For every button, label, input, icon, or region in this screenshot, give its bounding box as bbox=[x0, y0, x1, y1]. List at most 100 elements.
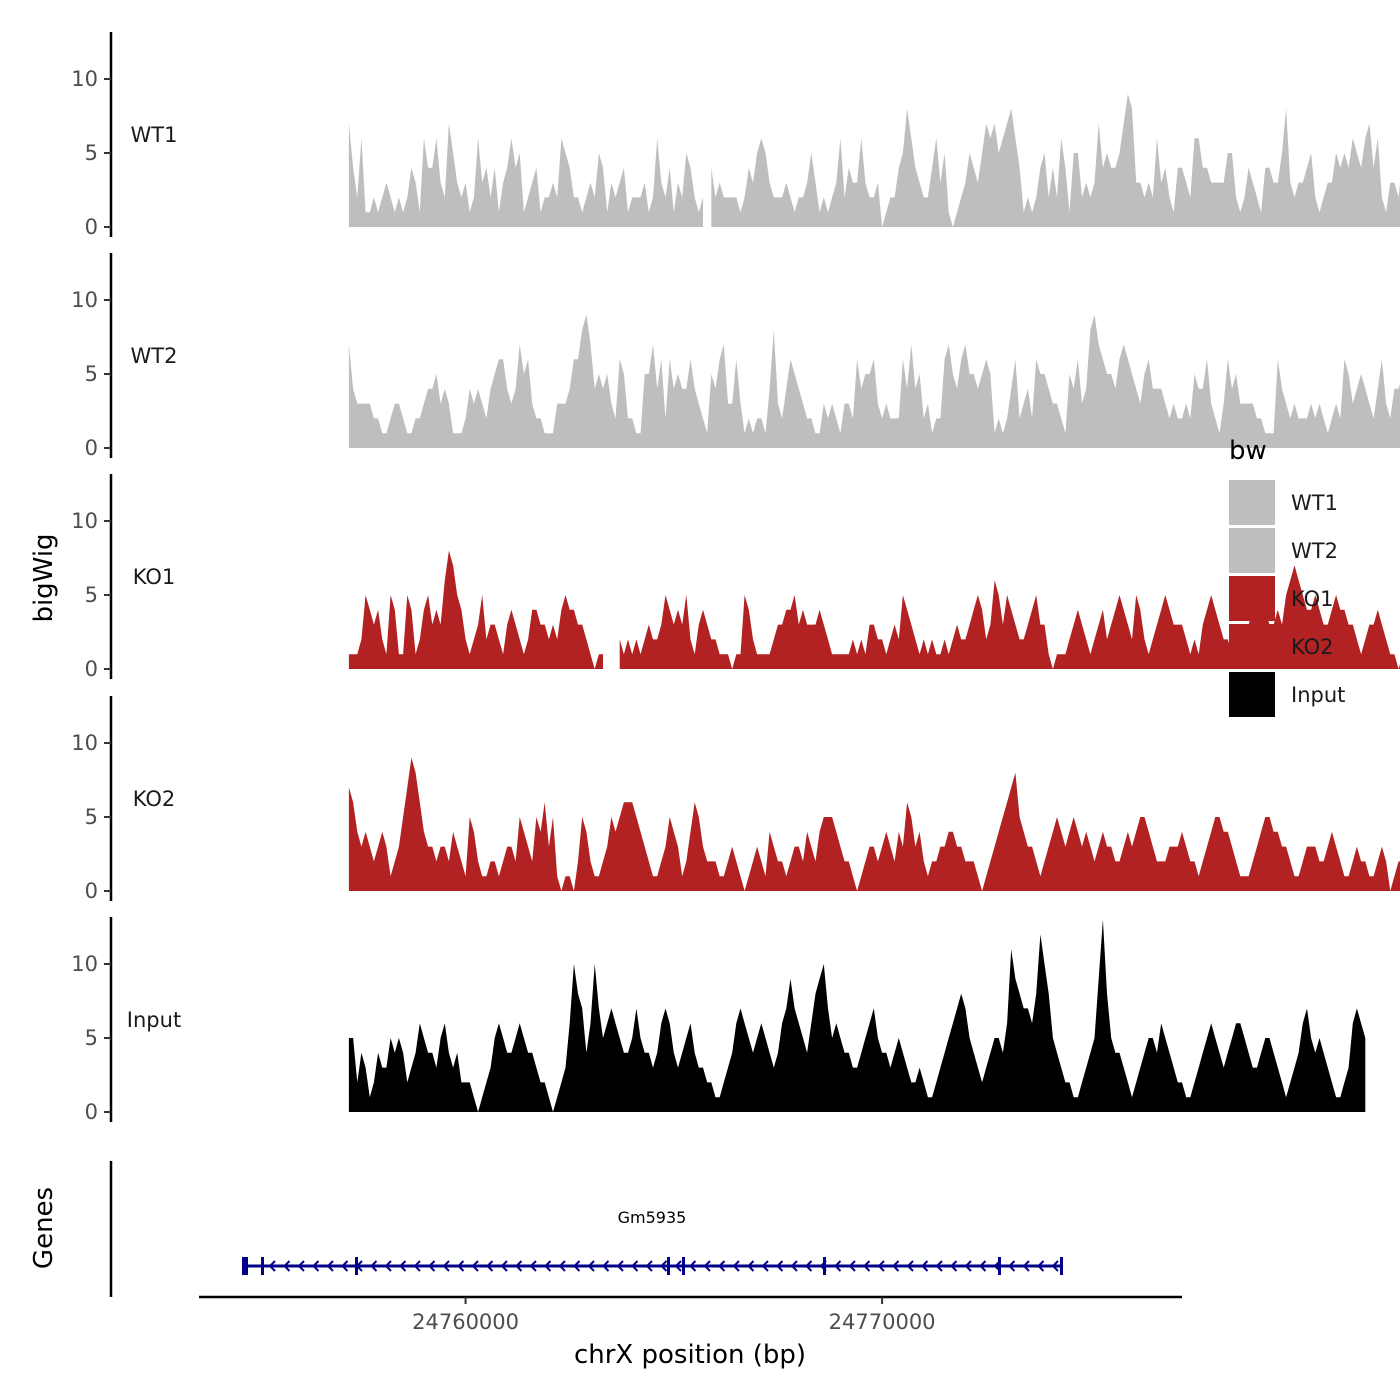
y-tick-label: 0 bbox=[85, 1100, 98, 1124]
strand-arrow bbox=[761, 1260, 769, 1272]
strand-arrow bbox=[326, 1260, 334, 1272]
genes-panel: Genes Gm5935 bbox=[29, 1161, 1063, 1297]
strand-arrow bbox=[587, 1260, 595, 1272]
track-input: 0 5 10 Input bbox=[71, 917, 1366, 1124]
track-label-ko1: KO1 bbox=[133, 565, 176, 589]
strand-arrow bbox=[1022, 1260, 1030, 1272]
strand-arrow bbox=[544, 1260, 552, 1272]
strand-arrow bbox=[471, 1260, 479, 1272]
strand-arrow bbox=[863, 1260, 871, 1272]
strand-arrow bbox=[906, 1260, 914, 1272]
track-ko1: 0 5 10 KO1 bbox=[71, 474, 1400, 681]
strand-arrow bbox=[1051, 1260, 1059, 1272]
signal-area-input bbox=[348, 919, 1366, 1112]
legend-entry-input: Input bbox=[1229, 672, 1345, 717]
track-wt2: 0 5 10 WT2 bbox=[71, 253, 1400, 460]
strand-arrow bbox=[442, 1260, 450, 1272]
exon-block bbox=[682, 1257, 685, 1275]
strand-arrow bbox=[790, 1260, 798, 1272]
strand-arrow bbox=[631, 1260, 639, 1272]
legend-swatch bbox=[1229, 672, 1275, 717]
strand-arrow bbox=[616, 1260, 624, 1272]
exon-block bbox=[823, 1257, 826, 1275]
y-tick-label: 0 bbox=[85, 657, 98, 681]
strand-arrow bbox=[529, 1260, 537, 1272]
legend-entry-wt2: WT2 bbox=[1229, 528, 1338, 573]
y-axis-title: bigWig bbox=[29, 533, 59, 622]
strand-arrow bbox=[964, 1260, 972, 1272]
strand-arrow bbox=[457, 1260, 465, 1272]
y-tick-label: 10 bbox=[71, 952, 98, 976]
legend-swatch bbox=[1229, 624, 1275, 669]
strand-arrow bbox=[399, 1260, 407, 1272]
signal-area-wt2 bbox=[348, 314, 1400, 448]
strand-arrow bbox=[660, 1260, 668, 1272]
strand-arrow bbox=[297, 1260, 305, 1272]
x-tick-label: 24760000 bbox=[412, 1310, 519, 1334]
exon-block bbox=[242, 1257, 248, 1275]
legend-swatch bbox=[1229, 480, 1275, 525]
strand-arrow bbox=[674, 1260, 682, 1272]
legend-entry-ko2: KO2 bbox=[1229, 624, 1334, 669]
strand-arrow bbox=[602, 1260, 610, 1272]
strand-arrow bbox=[486, 1260, 494, 1272]
strand-arrow bbox=[515, 1260, 523, 1272]
x-axis: 24760000 24770000 chrX position (bp) bbox=[199, 1295, 1182, 1370]
strand-arrow bbox=[979, 1260, 987, 1272]
track-label-wt1: WT1 bbox=[131, 123, 178, 147]
strand-arrow bbox=[645, 1260, 653, 1272]
strand-arrow bbox=[935, 1260, 943, 1272]
y-tick-label: 5 bbox=[85, 583, 98, 607]
strand-arrow bbox=[921, 1260, 929, 1272]
legend-label: KO2 bbox=[1291, 635, 1334, 659]
exon-block bbox=[998, 1257, 1001, 1275]
exon-block bbox=[355, 1257, 358, 1275]
y-tick-label: 10 bbox=[71, 731, 98, 755]
strand-arrow bbox=[370, 1260, 378, 1272]
signal-area-wt1 bbox=[711, 93, 1400, 227]
signal-tracks: 0 5 10 WT1 0 5 10 WT2 0 5 10 KO1 0 5 10 KO2 0 5 10 Input bbox=[71, 32, 1400, 1124]
strand-arrow bbox=[718, 1260, 726, 1272]
y-tick-label: 5 bbox=[85, 805, 98, 829]
strand-arrow bbox=[413, 1260, 421, 1272]
strand-arrow bbox=[573, 1260, 581, 1272]
y-tick-label: 10 bbox=[71, 288, 98, 312]
y-tick-label: 0 bbox=[85, 879, 98, 903]
track-label-input: Input bbox=[127, 1008, 181, 1032]
strand-arrow bbox=[312, 1260, 320, 1272]
y-tick-label: 5 bbox=[85, 1026, 98, 1050]
legend-swatch bbox=[1229, 576, 1275, 621]
strand-arrow bbox=[268, 1260, 276, 1272]
track-wt1: 0 5 10 WT1 bbox=[71, 32, 1400, 239]
legend-label: WT1 bbox=[1291, 491, 1338, 515]
y-tick-label: 0 bbox=[85, 215, 98, 239]
legend-label: KO1 bbox=[1291, 587, 1334, 611]
track-label-ko2: KO2 bbox=[133, 787, 176, 811]
exon-block bbox=[667, 1257, 670, 1275]
exon-block bbox=[261, 1257, 264, 1275]
strand-arrow bbox=[834, 1260, 842, 1272]
strand-arrow bbox=[732, 1260, 740, 1272]
strand-arrow bbox=[1008, 1260, 1016, 1272]
strand-arrow bbox=[877, 1260, 885, 1272]
strand-arrow bbox=[558, 1260, 566, 1272]
strand-arrow bbox=[1037, 1260, 1045, 1272]
legend-entry-ko1: KO1 bbox=[1229, 576, 1334, 621]
signal-area-wt1 bbox=[348, 123, 703, 227]
strand-arrow bbox=[341, 1260, 349, 1272]
legend-title: bw bbox=[1229, 436, 1267, 466]
signal-area-ko1 bbox=[348, 550, 603, 669]
strand-arrow bbox=[892, 1260, 900, 1272]
strand-arrow bbox=[500, 1260, 508, 1272]
signal-area-ko2 bbox=[348, 757, 1400, 891]
track-ko2: 0 5 10 KO2 bbox=[71, 696, 1400, 903]
x-axis-title: chrX position (bp) bbox=[574, 1340, 806, 1370]
y-tick-label: 10 bbox=[71, 509, 98, 533]
y-tick-label: 0 bbox=[85, 436, 98, 460]
legend-label: Input bbox=[1291, 683, 1345, 707]
genes-panel-label: Genes bbox=[29, 1187, 59, 1269]
y-tick-label: 5 bbox=[85, 362, 98, 386]
gene-name-label: Gm5935 bbox=[618, 1208, 687, 1227]
strand-arrow bbox=[848, 1260, 856, 1272]
